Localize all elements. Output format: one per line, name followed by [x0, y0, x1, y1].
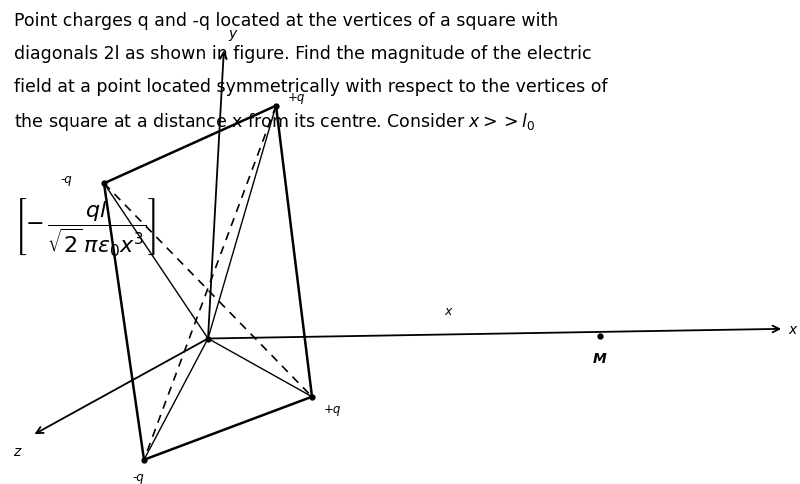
Text: diagonals 2l as shown in figure. Find the magnitude of the electric: diagonals 2l as shown in figure. Find th… — [14, 45, 592, 63]
Text: field at a point located symmetrically with respect to the vertices of: field at a point located symmetrically w… — [14, 78, 608, 96]
Text: -q: -q — [60, 173, 72, 185]
Text: the square at a distance x from its centre. Consider $x>>l_0$: the square at a distance x from its cent… — [14, 111, 536, 133]
Text: Point charges q and -q located at the vertices of a square with: Point charges q and -q located at the ve… — [14, 12, 558, 30]
Text: $\left[-\,\dfrac{ql}{\sqrt{2}\,\pi\varepsilon_0 x^3}\right]$: $\left[-\,\dfrac{ql}{\sqrt{2}\,\pi\varep… — [14, 196, 156, 258]
Text: y: y — [228, 27, 236, 41]
Text: x: x — [444, 304, 452, 317]
Text: -q: -q — [132, 470, 144, 483]
Text: z: z — [13, 444, 20, 458]
Text: +q: +q — [288, 91, 306, 104]
Text: +q: +q — [324, 403, 342, 415]
Text: M: M — [593, 351, 607, 365]
Text: x: x — [788, 322, 796, 336]
